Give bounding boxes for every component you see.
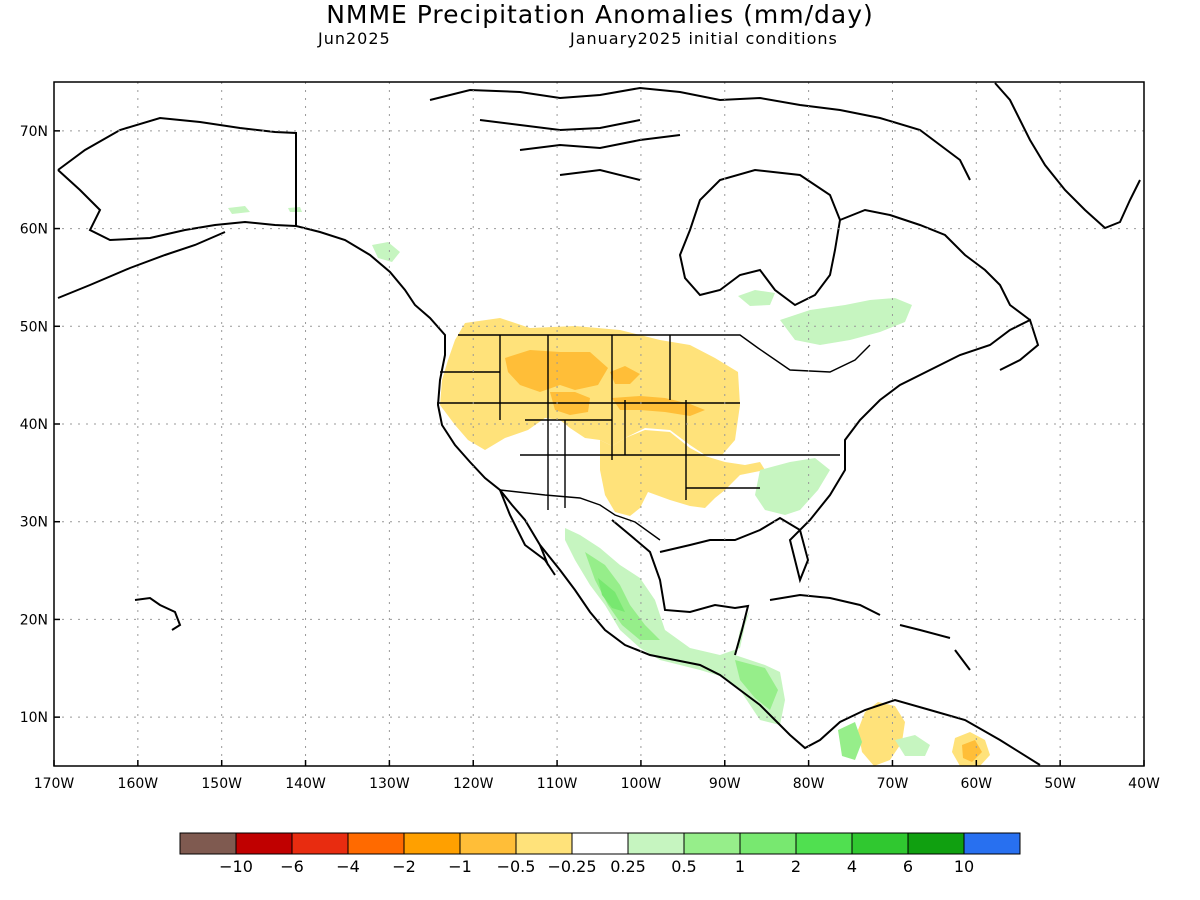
lon-label: 70W bbox=[877, 776, 909, 792]
target-month-label: Jun2025 bbox=[318, 29, 391, 48]
border-state-lon-1 bbox=[499, 335, 687, 510]
border-us-mexico bbox=[499, 489, 661, 541]
lat-label: 40N bbox=[20, 417, 48, 433]
dry-anomaly-south-america-west bbox=[858, 702, 905, 766]
lon-label: 120W bbox=[453, 776, 494, 792]
colorbar-label: 6 bbox=[903, 857, 913, 876]
wet-anomaly-colombia bbox=[838, 722, 862, 760]
lon-label: 50W bbox=[1044, 776, 1076, 792]
wet-anomaly-mexico-strong bbox=[598, 578, 625, 612]
latitude-labels: 70N 60N 50N 40N 30N 20N 10N bbox=[20, 124, 60, 726]
colorbar-label: −4 bbox=[336, 857, 360, 876]
graticule bbox=[54, 82, 1144, 766]
dry-anomaly-core-dakotas bbox=[610, 366, 640, 384]
lon-label: 90W bbox=[709, 776, 741, 792]
lon-label: 80W bbox=[793, 776, 825, 792]
coastline-arctic-islands bbox=[429, 86, 971, 181]
border-state-lat-1 bbox=[437, 371, 840, 489]
lon-label: 110W bbox=[537, 776, 578, 792]
lat-label: 50N bbox=[20, 319, 48, 335]
colorbar-swatch bbox=[571, 832, 629, 855]
lon-label: 160W bbox=[118, 776, 159, 792]
coastline-gulf-mexico bbox=[611, 318, 1040, 656]
colorbar-swatch bbox=[739, 832, 797, 855]
colorbar-label: 10 bbox=[954, 857, 974, 876]
coastline-caribbean bbox=[769, 593, 971, 671]
colorbar-swatch bbox=[403, 832, 461, 855]
lat-label: 10N bbox=[20, 710, 48, 726]
coastlines bbox=[57, 82, 1141, 766]
coastline-alaska-west bbox=[57, 169, 297, 242]
map-title: NMME Precipitation Anomalies (mm/day) bbox=[326, 0, 874, 29]
colorbar-swatch bbox=[291, 832, 349, 855]
lat-label: 20N bbox=[20, 612, 48, 628]
coastline-baja bbox=[499, 489, 556, 576]
colorbar-swatch bbox=[907, 832, 965, 855]
colorbar-label: 2 bbox=[791, 857, 801, 876]
colorbar-label: −0.25 bbox=[547, 857, 596, 876]
colorbar-label: −0.5 bbox=[497, 857, 536, 876]
colorbar-swatch bbox=[851, 832, 909, 855]
colorbar-swatch bbox=[235, 832, 293, 855]
lon-label: 130W bbox=[369, 776, 410, 792]
colorbar-label: 0.25 bbox=[610, 857, 646, 876]
lon-label: 150W bbox=[201, 776, 242, 792]
colorbar-swatch bbox=[963, 832, 1021, 855]
coastline-labrador bbox=[839, 208, 1031, 321]
colorbar-label: −6 bbox=[280, 857, 304, 876]
lon-label: 60W bbox=[960, 776, 992, 792]
dry-anomaly-venezuela-core bbox=[962, 740, 982, 762]
lat-label: 30N bbox=[20, 515, 48, 531]
anomaly-shading bbox=[228, 206, 990, 766]
initial-conditions-label: January2025 initial conditions bbox=[570, 29, 838, 48]
wet-anomaly-southeast-us bbox=[755, 458, 830, 515]
colorbar-swatch bbox=[795, 832, 853, 855]
coastline-greenland bbox=[994, 82, 1141, 230]
colorbar-swatch bbox=[627, 832, 685, 855]
colorbar-label: 0.5 bbox=[671, 857, 696, 876]
wet-anomaly-eastern-canada bbox=[780, 298, 912, 345]
wet-anomaly-hudson-south bbox=[738, 290, 775, 306]
colorbar-labels: −10 −6 −4 −2 −1 −0.5 −0.25 0.25 0.5 1 2 4 6 10 bbox=[219, 857, 974, 876]
lon-label: 170W bbox=[34, 776, 75, 792]
colorbar-label: −10 bbox=[219, 857, 253, 876]
lon-label: 40W bbox=[1128, 776, 1160, 792]
political-borders bbox=[295, 133, 871, 541]
colorbar-swatch bbox=[347, 832, 405, 855]
wet-anomaly-mexico-core bbox=[585, 552, 660, 640]
lat-label: 60N bbox=[20, 222, 48, 238]
lat-label: 70N bbox=[20, 124, 48, 140]
colorbar-label: −1 bbox=[448, 857, 472, 876]
lon-label: 100W bbox=[621, 776, 662, 792]
colorbar-swatch bbox=[683, 832, 741, 855]
colorbar-label: −2 bbox=[392, 857, 416, 876]
wet-anomaly-mexico bbox=[565, 528, 785, 725]
wet-anomaly-bc-coast bbox=[372, 242, 400, 262]
wet-anomaly-south-america-mid bbox=[895, 735, 930, 756]
colorbar-swatch bbox=[459, 832, 517, 855]
coastline-aleutians bbox=[57, 231, 226, 299]
dry-anomaly-core-montana bbox=[505, 350, 608, 392]
wet-anomaly-central-america bbox=[735, 660, 778, 710]
lon-label: 140W bbox=[285, 776, 326, 792]
colorbar-label: 1 bbox=[735, 857, 745, 876]
colorbar bbox=[179, 832, 1021, 855]
coastline-hawaii bbox=[134, 596, 182, 631]
wet-anomaly-alaska-small-1 bbox=[228, 206, 250, 214]
colorbar-swatch bbox=[515, 832, 573, 855]
coastline-alaska bbox=[57, 116, 1041, 766]
colorbar-label: 4 bbox=[847, 857, 857, 876]
longitude-labels: 170W 160W 150W 140W 130W 120W 110W 100W 90W 80W 70… bbox=[34, 760, 1160, 792]
dry-anomaly-core-nebraska bbox=[612, 396, 705, 416]
coastline-hudson-bay bbox=[678, 168, 842, 307]
colorbar-swatch bbox=[179, 832, 237, 855]
border-us-canada bbox=[458, 334, 871, 373]
